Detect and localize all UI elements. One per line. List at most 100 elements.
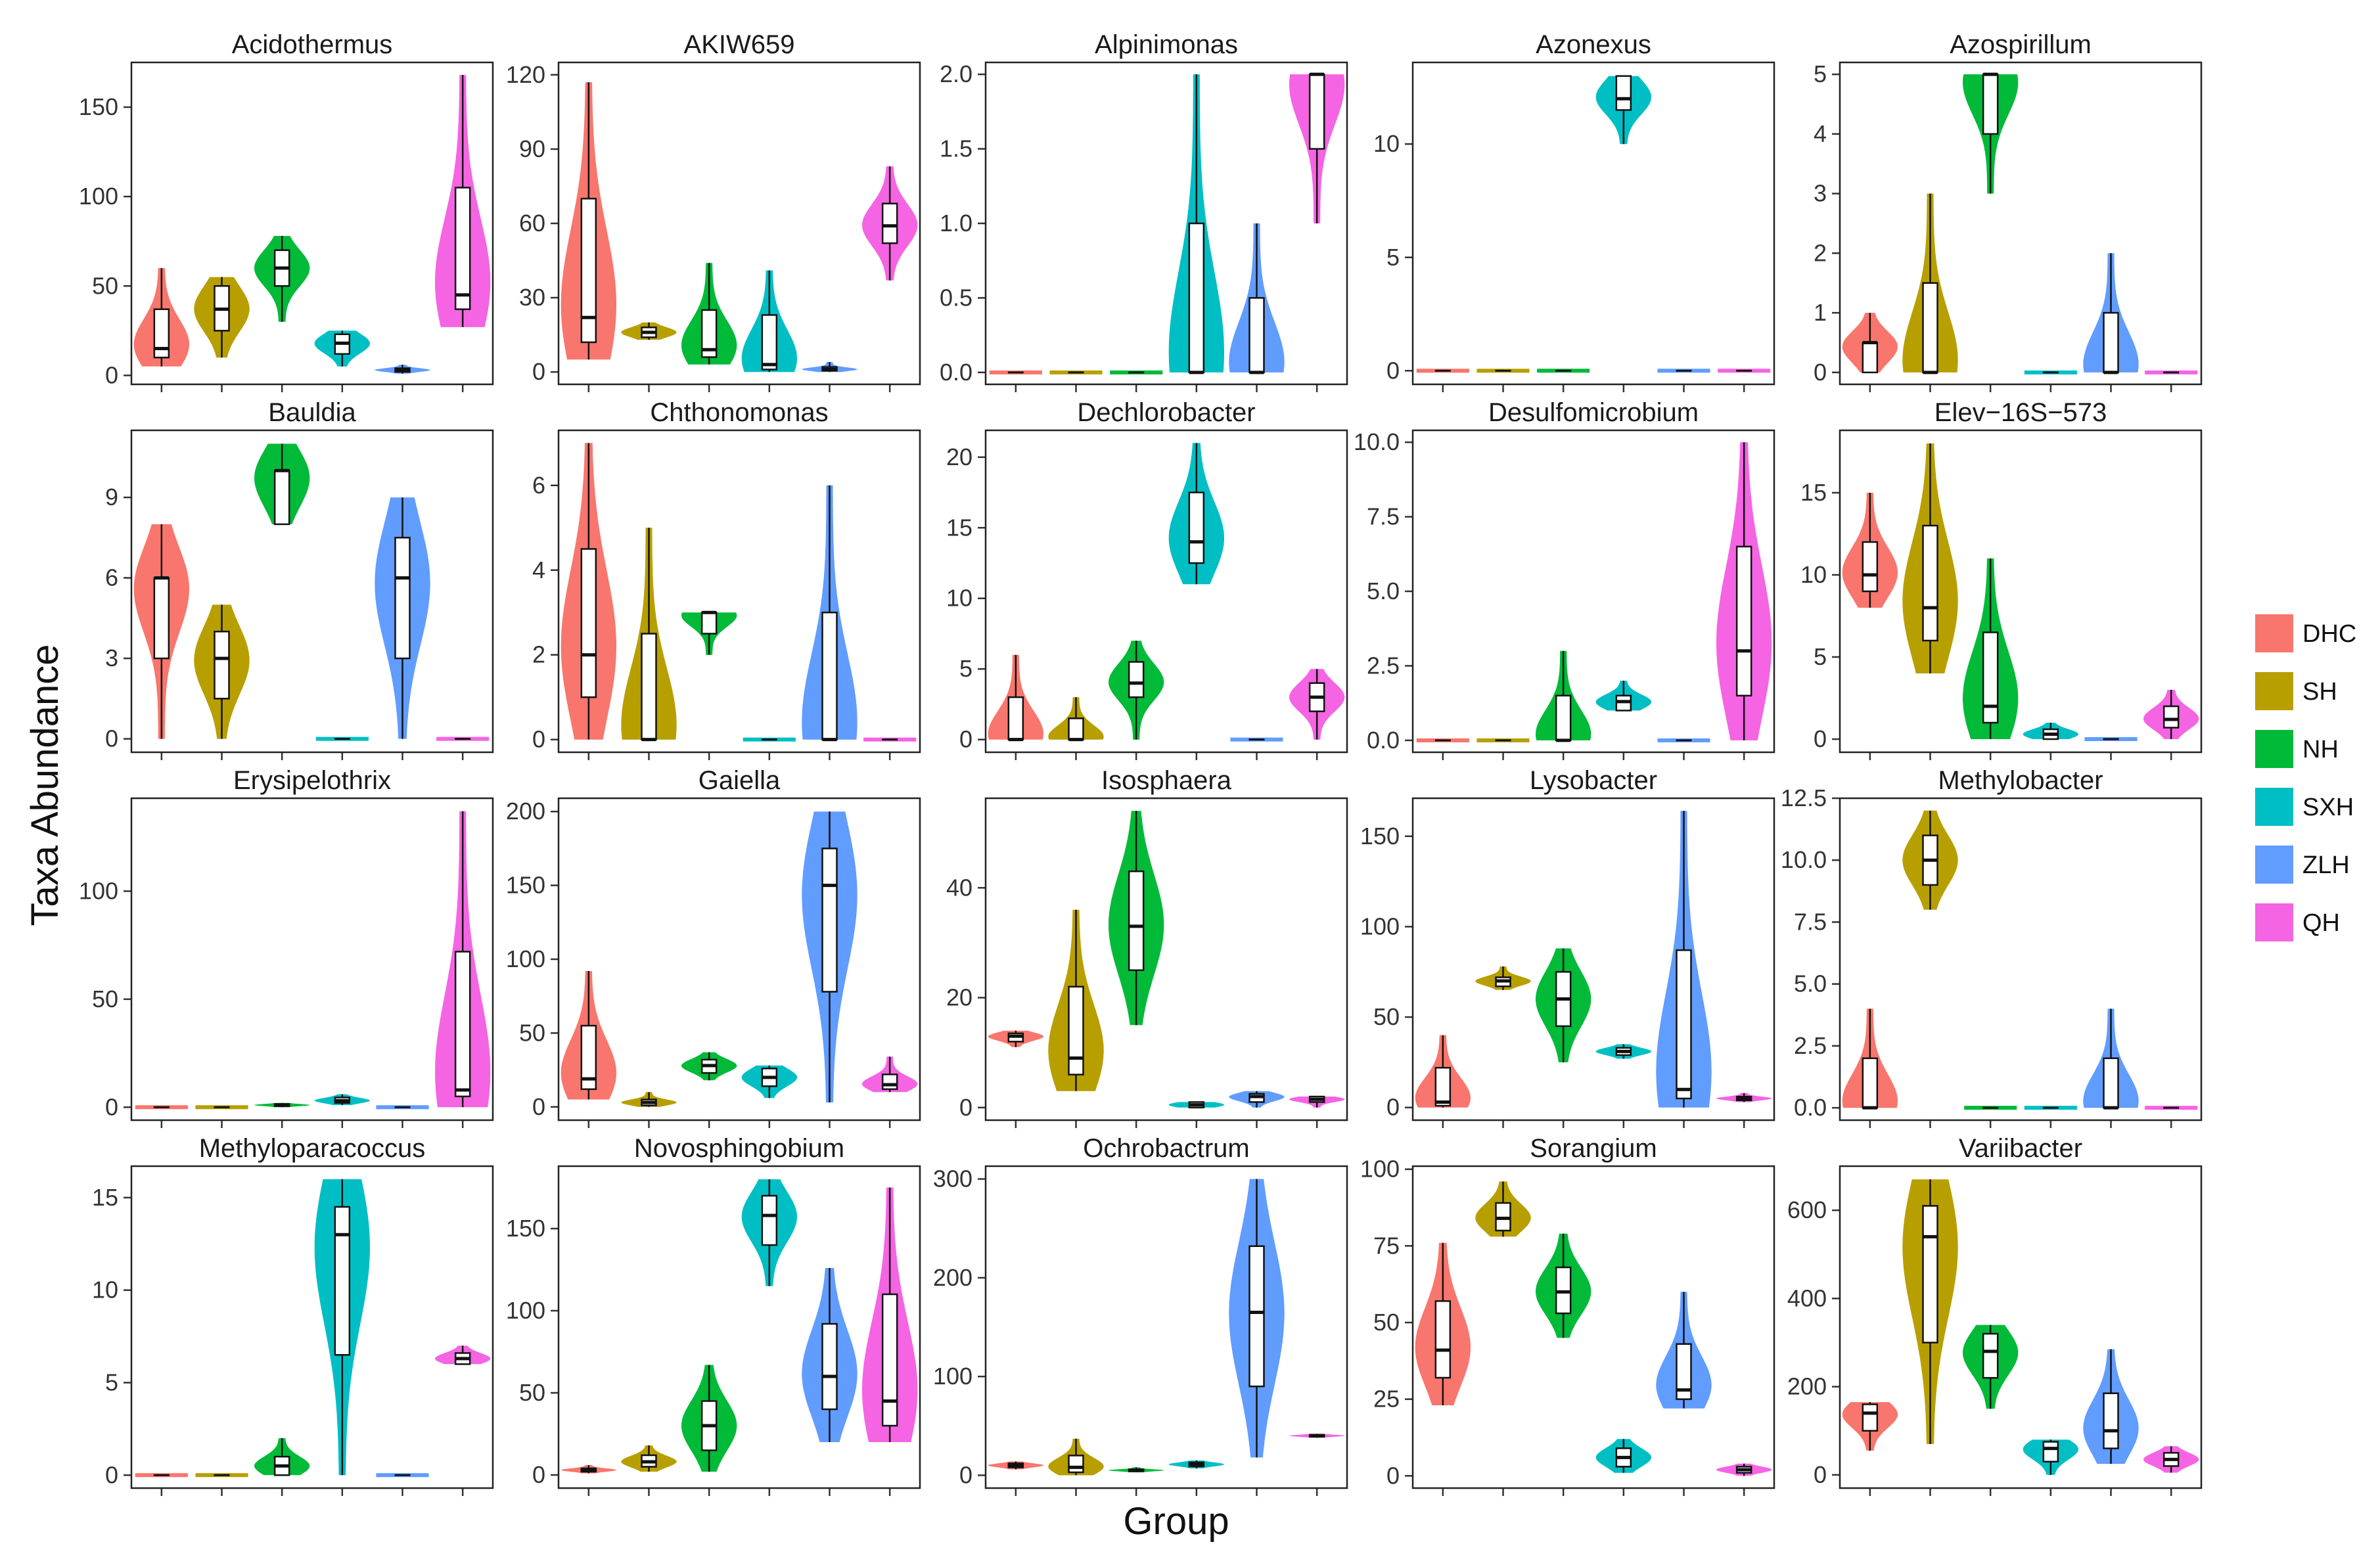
box <box>1434 1066 1452 1107</box>
panel-frame <box>557 797 921 1121</box>
box <box>1068 985 1084 1076</box>
box <box>1068 717 1084 740</box>
y-tick-label: 75 <box>1373 1232 1400 1259</box>
panel: Dechlorobacter 0 5 10 15 20 <box>946 398 1348 760</box>
panel: Lysobacter 0 50 100 150 <box>1360 766 1775 1128</box>
legend-label: NH <box>2302 736 2339 763</box>
y-tick-label: 0 <box>1386 357 1400 384</box>
y-tick-label: 5.0 <box>1794 970 1827 997</box>
box <box>2103 311 2119 374</box>
box <box>700 309 718 358</box>
legend: DHC SH NH SXH ZLH QH <box>2255 614 2356 941</box>
panel: Isosphaera 0 20 40 <box>946 766 1348 1128</box>
y-tick-label: 0.0 <box>1794 1094 1827 1121</box>
panel-frame <box>557 61 921 386</box>
y-tick-label: 600 <box>1787 1196 1827 1223</box>
y-tick-label: 0 <box>105 1093 118 1120</box>
y-tick-label: 100 <box>933 1363 973 1390</box>
box <box>580 198 597 344</box>
panel-title: AKIW659 <box>684 30 795 59</box>
y-tick-label: 10 <box>946 585 973 612</box>
y-axis-title: Taxa Abundance <box>24 645 66 926</box>
y-tick-label: 6 <box>105 564 118 591</box>
panel-frame <box>984 429 1348 754</box>
y-tick-label: 4 <box>532 556 545 583</box>
box <box>1735 545 1752 697</box>
panel-title: Sorangium <box>1530 1134 1657 1163</box>
box <box>700 611 718 635</box>
legend-label: ZLH <box>2302 851 2350 879</box>
panel: Alpinimonas 0.0 0.5 1.0 1.5 2.0 <box>940 30 1348 392</box>
panel: Desulfomicrobium 0.0 2.5 5.0 7.5 10.0 <box>1354 398 1775 760</box>
y-tick-label: 15 <box>946 514 973 541</box>
box <box>1862 342 1879 374</box>
y-tick-label: 1.5 <box>940 135 973 162</box>
box <box>1188 222 1205 374</box>
facet-panels: Acidothermus050100150AKIW6590306090120Al… <box>79 30 2203 1496</box>
y-tick-label: 2.5 <box>1794 1032 1827 1059</box>
box <box>881 202 898 244</box>
panel-frame <box>557 429 921 754</box>
y-tick-label: 0 <box>1814 359 1827 386</box>
box <box>641 633 657 740</box>
box <box>153 308 170 359</box>
y-tick-label: 0 <box>105 725 118 752</box>
y-tick-label: 150 <box>1360 823 1400 849</box>
panel: Azonexus 0 5 10 <box>1373 30 1775 392</box>
box <box>821 611 838 740</box>
y-tick-label: 100 <box>1360 1156 1400 1183</box>
box <box>821 1323 838 1411</box>
y-tick-label: 100 <box>506 945 545 972</box>
y-tick-label: 0 <box>532 1093 545 1120</box>
box <box>1128 870 1145 971</box>
y-tick-label: 0 <box>532 1461 545 1488</box>
y-tick-label: 0 <box>532 726 545 753</box>
y-tick-label: 40 <box>946 874 973 901</box>
y-tick-label: 15 <box>92 1184 118 1211</box>
y-tick-label: 10 <box>1800 561 1827 588</box>
box <box>761 1194 778 1246</box>
panel: Bauldia 0 3 6 9 <box>105 398 494 760</box>
y-tick-label: 5 <box>959 655 973 682</box>
panel-title: Isosphaera <box>1101 766 1232 795</box>
panel-title: Dechlorobacter <box>1077 398 1255 427</box>
y-tick-label: 10 <box>92 1277 118 1303</box>
box <box>1555 694 1572 742</box>
y-tick-label: 7.5 <box>1367 503 1400 530</box>
box <box>1308 73 1325 150</box>
legend-swatch <box>2255 672 2293 710</box>
y-tick-label: 5 <box>105 1369 118 1395</box>
panel: Gaiella 0 50 100 150 200 <box>506 766 921 1128</box>
box <box>1248 297 1265 374</box>
legend-label: SH <box>2302 678 2337 706</box>
panel: Elev−16S−573 0 5 10 15 <box>1800 398 2203 760</box>
panel-frame <box>130 61 494 386</box>
y-tick-label: 100 <box>79 183 118 210</box>
y-tick-label: 0.5 <box>940 284 973 311</box>
panel-frame <box>130 797 494 1121</box>
legend-swatch <box>2255 788 2293 826</box>
y-tick-label: 150 <box>506 1215 545 1242</box>
y-tick-label: 6 <box>532 472 545 499</box>
y-tick-label: 10.0 <box>1781 846 1827 873</box>
y-tick-label: 50 <box>519 1019 545 1046</box>
panel-frame <box>130 429 494 754</box>
panel: Acidothermus 0 50 100 150 <box>79 30 494 392</box>
box <box>153 577 170 660</box>
panel-frame <box>984 1165 1348 1489</box>
panel-frame <box>1411 797 1775 1121</box>
y-tick-label: 20 <box>946 984 973 1011</box>
panel-title: Variibacter <box>1959 1134 2082 1163</box>
y-tick-label: 2.5 <box>1367 652 1400 679</box>
panel-frame <box>1411 429 1775 754</box>
box <box>334 1206 351 1356</box>
y-tick-label: 5 <box>1814 643 1827 670</box>
y-tick-label: 9 <box>105 484 118 510</box>
y-tick-label: 150 <box>79 93 118 120</box>
box <box>1615 75 1632 111</box>
box <box>273 470 290 526</box>
box <box>394 537 411 660</box>
y-tick-label: 400 <box>1787 1284 1827 1311</box>
y-tick-label: 2.0 <box>940 60 973 87</box>
box <box>2103 1057 2119 1109</box>
